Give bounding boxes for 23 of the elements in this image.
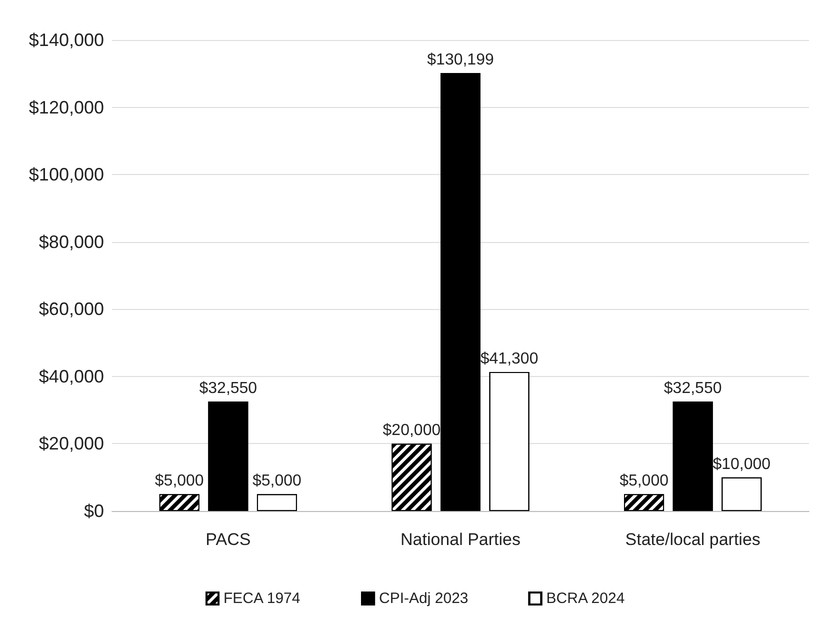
data-label: $41,300 (480, 350, 538, 368)
y-tick-label: $120,000 (28, 97, 104, 118)
y-tick-label: $40,000 (38, 366, 104, 386)
x-tick-label: PACS (206, 530, 251, 549)
y-tick-label: $60,000 (38, 299, 104, 320)
y-tick-label: $100,000 (28, 164, 104, 185)
data-label: $10,000 (712, 456, 771, 473)
data-label: $20,000 (382, 422, 441, 440)
x-tick-label: National Parties (400, 530, 521, 549)
y-tick-label: $20,000 (38, 434, 104, 454)
data-label: $32,550 (199, 380, 258, 397)
data-label: $32,550 (664, 380, 722, 397)
legend-label: BCRA 2024 (546, 590, 625, 607)
y-tick-label: $140,000 (28, 30, 104, 50)
x-tick-label: State/local parties (625, 530, 760, 549)
y-tick-label: $80,000 (38, 232, 104, 252)
data-label: $5,000 (252, 472, 302, 490)
data-label: $5,000 (620, 472, 669, 490)
legend-label: CPI-Adj 2023 (379, 590, 468, 607)
data-label: $130,199 (427, 51, 494, 68)
y-tick-label: $0 (84, 501, 104, 521)
legend-label: FECA 1974 (224, 590, 300, 607)
data-label: $5,000 (154, 472, 204, 490)
